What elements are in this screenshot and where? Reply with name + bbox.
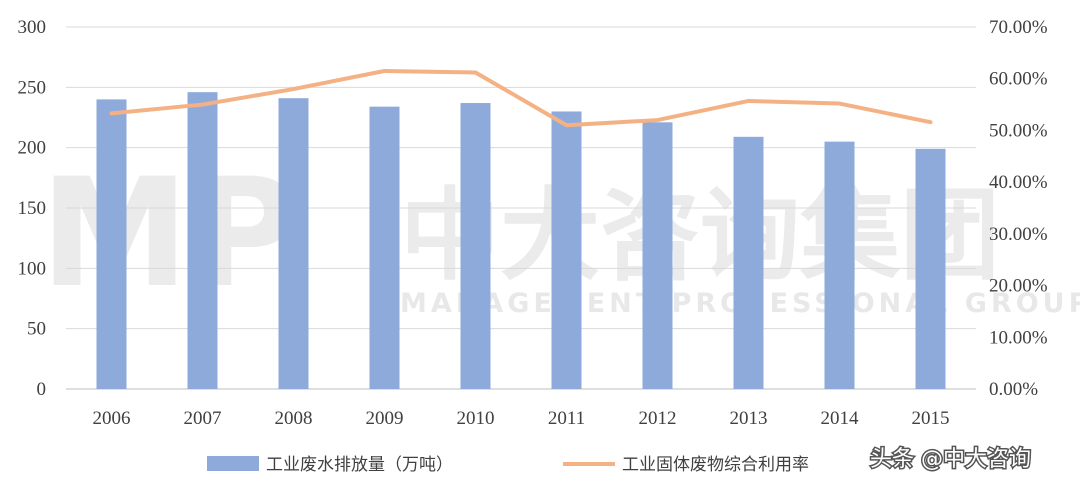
watermark-logo: MP bbox=[40, 147, 299, 321]
right-tick-label: 20.00% bbox=[989, 276, 1048, 297]
left-tick-label: 300 bbox=[18, 17, 47, 38]
x-tick-label: 2007 bbox=[184, 408, 222, 429]
right-tick-label: 70.00% bbox=[989, 17, 1048, 38]
x-tick-label: 2006 bbox=[93, 408, 131, 429]
right-tick-label: 60.00% bbox=[989, 69, 1048, 90]
right-tick-label: 0.00% bbox=[989, 379, 1038, 400]
bar bbox=[642, 122, 673, 390]
right-tick-label: 10.00% bbox=[989, 327, 1048, 348]
x-tick-label: 2015 bbox=[912, 408, 950, 429]
legend: 工业废水排放量（万吨） 工业固体废物综合利用率 bbox=[207, 455, 809, 475]
bar bbox=[551, 111, 582, 389]
left-tick-label: 250 bbox=[18, 77, 47, 98]
bar bbox=[187, 92, 218, 389]
right-tick-label: 30.00% bbox=[989, 224, 1048, 245]
legend-bar-swatch bbox=[207, 456, 259, 471]
bar bbox=[278, 98, 309, 390]
bar bbox=[96, 99, 127, 390]
bar bbox=[460, 103, 491, 390]
series-line bbox=[109, 68, 933, 128]
left-axis: 0 50 100 150 200 250 300 bbox=[18, 17, 47, 400]
watermark-company: 中大咨询集团 bbox=[400, 177, 1000, 294]
right-axis: 0.00% 10.00% 20.00% 30.00% 40.00% 50.00% 60.00… bbox=[989, 17, 1048, 400]
x-tick-label: 2013 bbox=[730, 408, 768, 429]
bar bbox=[824, 141, 855, 389]
x-axis: 2006 2007 2008 2009 2010 2011 2012 2013 2014 2015 bbox=[93, 408, 950, 429]
gridlines bbox=[66, 26, 976, 390]
x-tick-label: 2009 bbox=[366, 408, 404, 429]
right-tick-label: 40.00% bbox=[989, 172, 1048, 193]
bar bbox=[369, 106, 400, 389]
x-tick-label: 2010 bbox=[457, 408, 495, 429]
left-tick-label: 150 bbox=[18, 198, 47, 219]
legend-line-label: 工业固体废物综合利用率 bbox=[622, 455, 809, 475]
x-tick-label: 2008 bbox=[275, 408, 313, 429]
bar bbox=[733, 136, 764, 389]
left-tick-label: 0 bbox=[37, 379, 47, 400]
left-tick-label: 50 bbox=[27, 319, 46, 340]
left-tick-label: 200 bbox=[18, 138, 47, 159]
x-tick-label: 2014 bbox=[821, 408, 860, 429]
right-tick-label: 50.00% bbox=[989, 120, 1048, 141]
bar-series bbox=[96, 92, 946, 390]
credit-overlay: 头条 @中大咨询 bbox=[869, 446, 1033, 474]
bar bbox=[915, 148, 946, 389]
credit-text: 头条 @中大咨询 bbox=[870, 447, 1031, 472]
x-tick-label: 2011 bbox=[548, 408, 585, 429]
watermark: MP 中大咨询集团 MANAGEMENT PROFESSIONAL GROUP bbox=[40, 147, 1080, 321]
left-tick-label: 100 bbox=[18, 258, 47, 279]
x-tick-label: 2012 bbox=[639, 408, 677, 429]
legend-bar-label: 工业废水排放量（万吨） bbox=[266, 455, 453, 475]
line-series bbox=[109, 68, 933, 128]
